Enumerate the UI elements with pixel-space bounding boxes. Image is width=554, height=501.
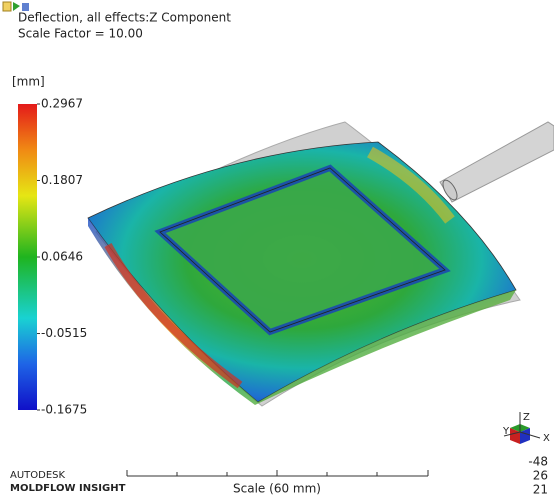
scale-factor: Scale Factor = 10.00 xyxy=(18,27,143,41)
recess-edge xyxy=(159,167,446,333)
scale-bar xyxy=(126,470,429,477)
legend-tick-label: -0.1675 xyxy=(41,403,87,417)
scale-label: Scale (60 mm) xyxy=(233,482,321,496)
triad-label: Z xyxy=(523,412,530,423)
triad-axis xyxy=(503,431,521,437)
product: MOLDFLOW INSIGHT xyxy=(10,483,126,494)
legend-tick-label: 0.2967 xyxy=(41,97,83,111)
icon[interactable] xyxy=(13,2,20,11)
legend-unit: [mm] xyxy=(12,75,45,89)
gate xyxy=(442,179,458,201)
legend-tick-label: 0.1807 xyxy=(41,173,83,187)
model xyxy=(87,121,554,407)
deflection-hotspot xyxy=(104,243,243,389)
view-angle: -48 xyxy=(528,455,548,469)
triad-label: X xyxy=(543,433,550,444)
view-angle: 26 xyxy=(533,469,548,483)
triad-axis xyxy=(519,431,541,439)
brand: AUTODESK xyxy=(10,470,66,481)
result-title: Deflection, all effects:Z Component xyxy=(18,11,231,25)
deflection-hotspot xyxy=(367,146,455,224)
icon[interactable] xyxy=(22,3,29,11)
color-bar xyxy=(18,104,37,410)
triad-face xyxy=(510,428,520,444)
legend-tick-label: 0.0646 xyxy=(41,250,83,264)
triad xyxy=(503,412,541,444)
triad-face xyxy=(520,428,530,444)
runner xyxy=(439,121,554,203)
legend-tick-label: -0.0515 xyxy=(41,326,87,340)
view-angle: 21 xyxy=(533,483,548,497)
triad-label: Y xyxy=(502,426,510,437)
icon[interactable] xyxy=(2,1,12,12)
